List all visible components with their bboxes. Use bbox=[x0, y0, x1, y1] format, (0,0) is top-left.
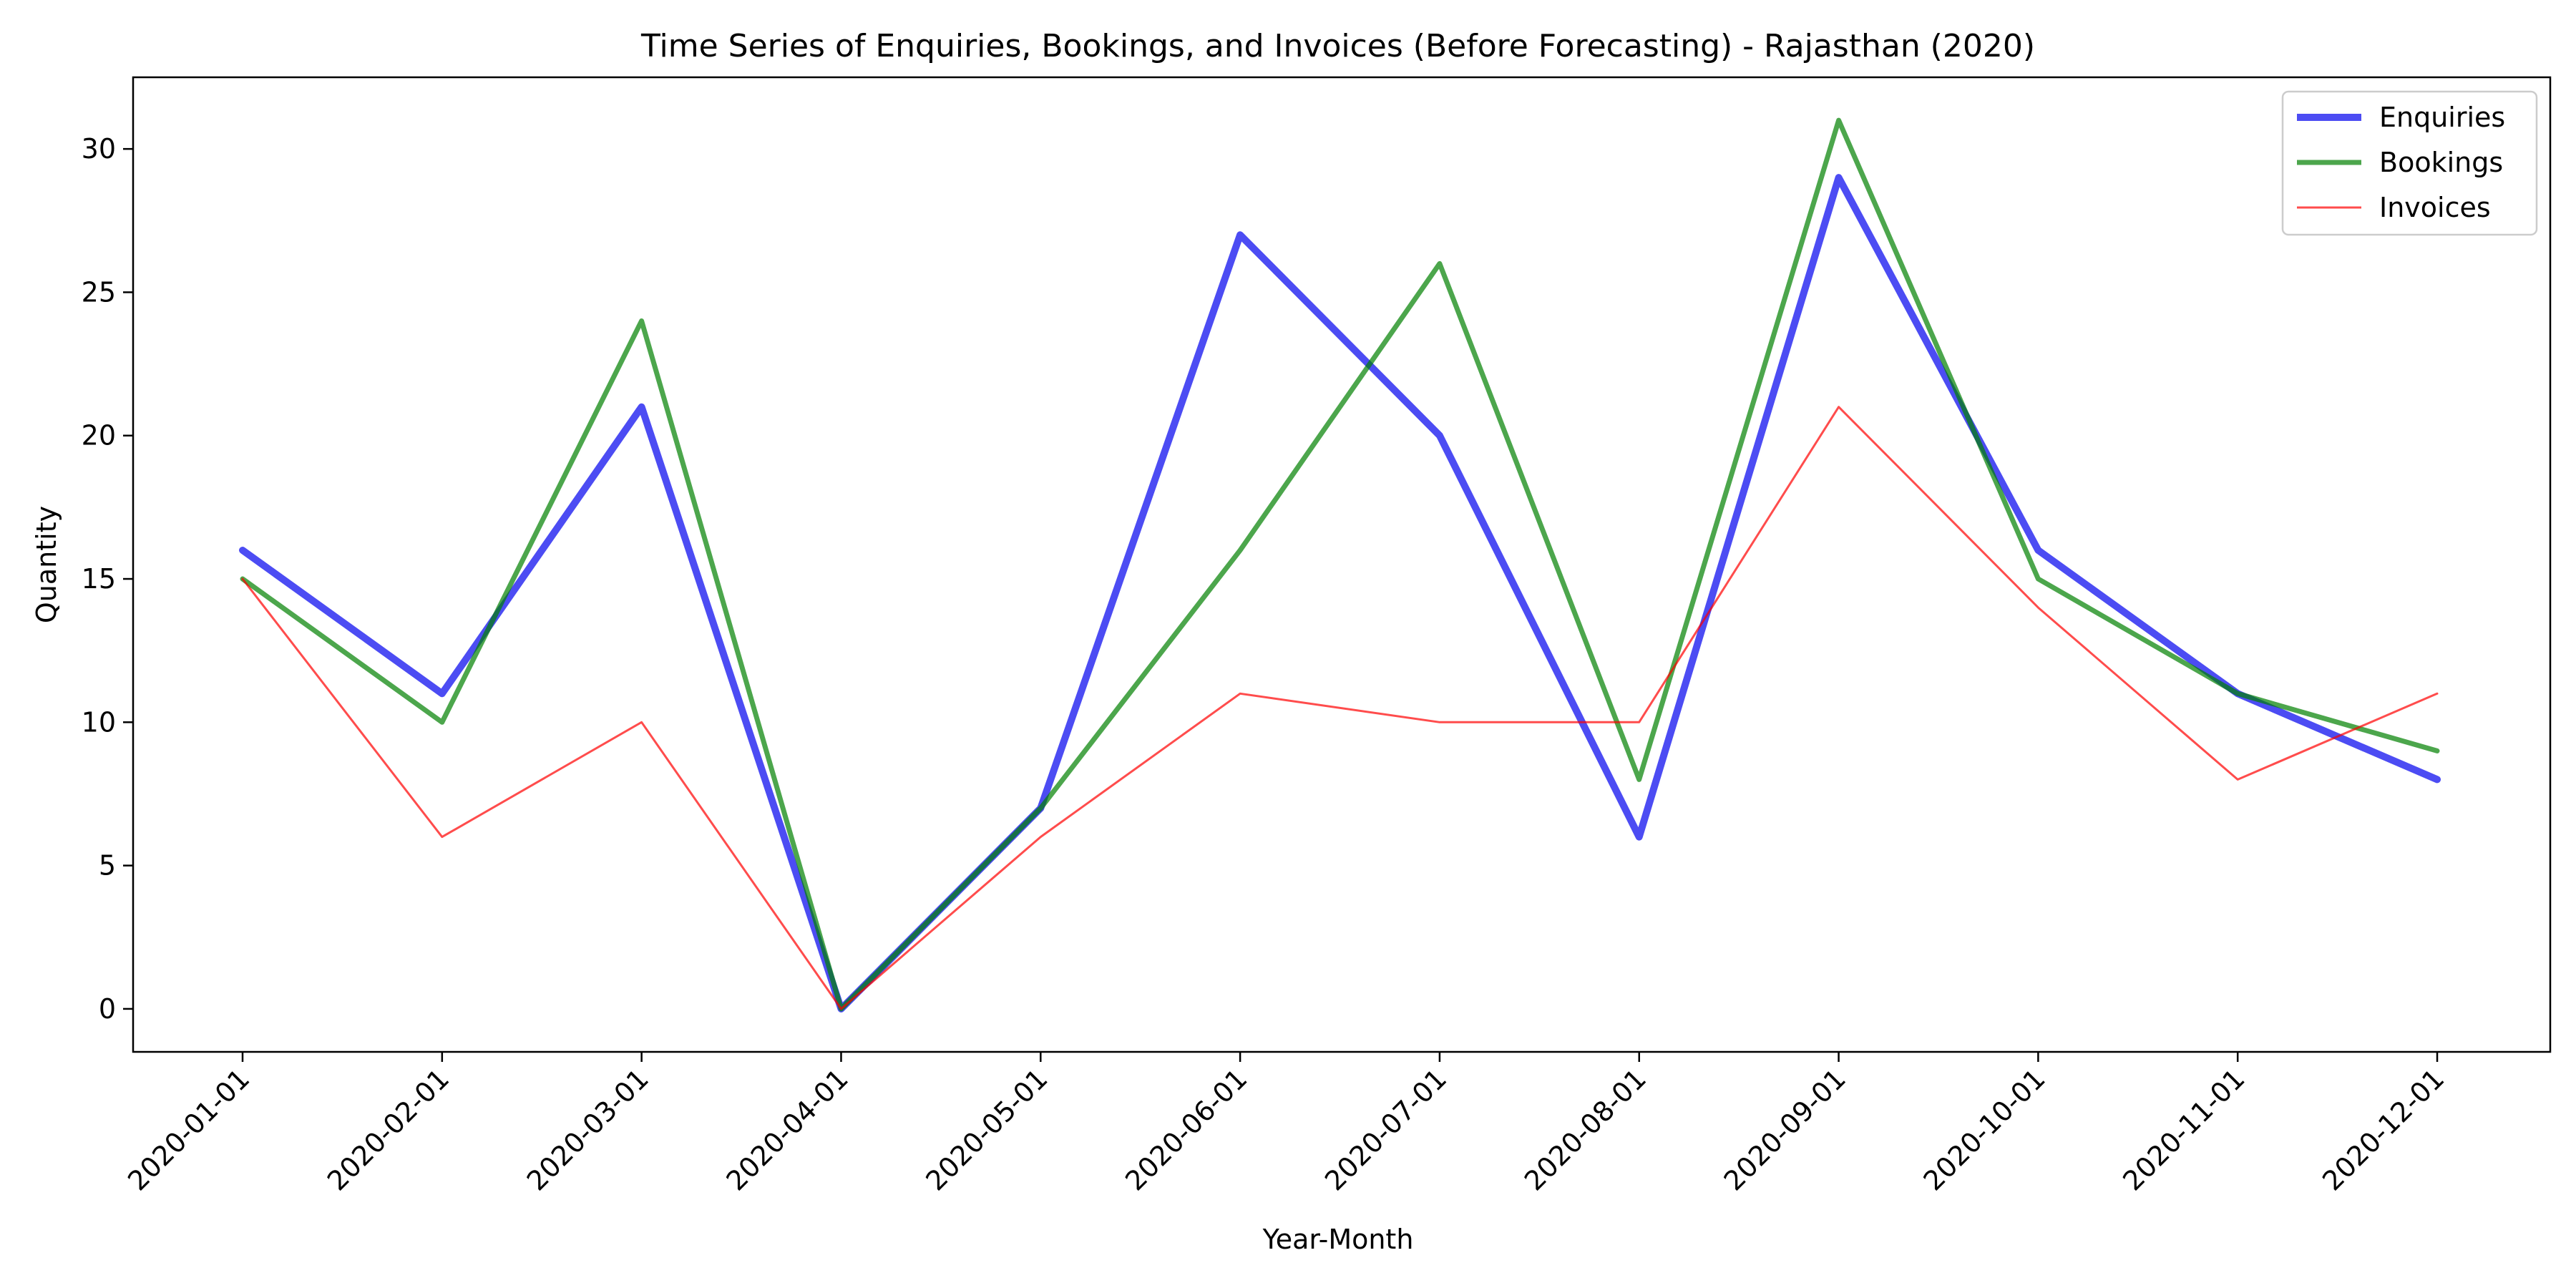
x-tick-label: 2020-05-01 bbox=[919, 1063, 1053, 1196]
y-tick-label: 15 bbox=[82, 563, 116, 595]
x-axis-label: Year-Month bbox=[1262, 1224, 1414, 1255]
plot-area-frame bbox=[132, 76, 2552, 1053]
legend-label-enquiries: Enquiries bbox=[2379, 102, 2505, 133]
series-lines bbox=[239, 117, 2441, 1013]
x-tick-label: 2020-04-01 bbox=[721, 1063, 854, 1196]
y-axis: 0 5 10 15 20 25 30 bbox=[82, 133, 133, 1025]
series-line-bookings bbox=[240, 117, 2440, 1012]
x-tick-label: 2020-01-01 bbox=[122, 1063, 255, 1196]
x-tick-label: 2020-10-01 bbox=[1917, 1063, 2051, 1196]
y-tick-label: 30 bbox=[82, 133, 116, 165]
y-tick-label: 20 bbox=[82, 420, 116, 452]
legend-label-invoices: Invoices bbox=[2379, 192, 2491, 223]
x-tick-label: 2020-03-01 bbox=[521, 1063, 655, 1196]
x-tick-label: 2020-07-01 bbox=[1319, 1063, 1453, 1196]
legend: Enquiries Bookings Invoices bbox=[2281, 90, 2538, 236]
series-line-invoices bbox=[241, 406, 2439, 1010]
x-tick-label: 2020-08-01 bbox=[1518, 1063, 1652, 1196]
series-line-enquiries bbox=[239, 174, 2441, 1013]
y-tick-label: 10 bbox=[82, 706, 116, 738]
x-tick-label: 2020-06-01 bbox=[1119, 1063, 1253, 1196]
x-tick-label: 2020-09-01 bbox=[1718, 1063, 1852, 1196]
chart-title: Time Series of Enquiries, Bookings, and … bbox=[640, 28, 2035, 64]
y-tick-label: 0 bbox=[99, 993, 116, 1025]
y-tick-label: 25 bbox=[82, 276, 116, 308]
x-tick-label: 2020-11-01 bbox=[2117, 1063, 2250, 1196]
legend-frame bbox=[2281, 90, 2538, 236]
x-tick-label: 2020-12-01 bbox=[2316, 1063, 2450, 1196]
x-tick-label: 2020-02-01 bbox=[321, 1063, 455, 1196]
y-axis-label: Quantity bbox=[31, 506, 62, 623]
x-axis: 2020-01-01 2020-02-01 2020-03-01 2020-04-01… bbox=[122, 1052, 2450, 1197]
legend-label-bookings: Bookings bbox=[2379, 147, 2503, 178]
y-tick-label: 5 bbox=[99, 850, 116, 882]
